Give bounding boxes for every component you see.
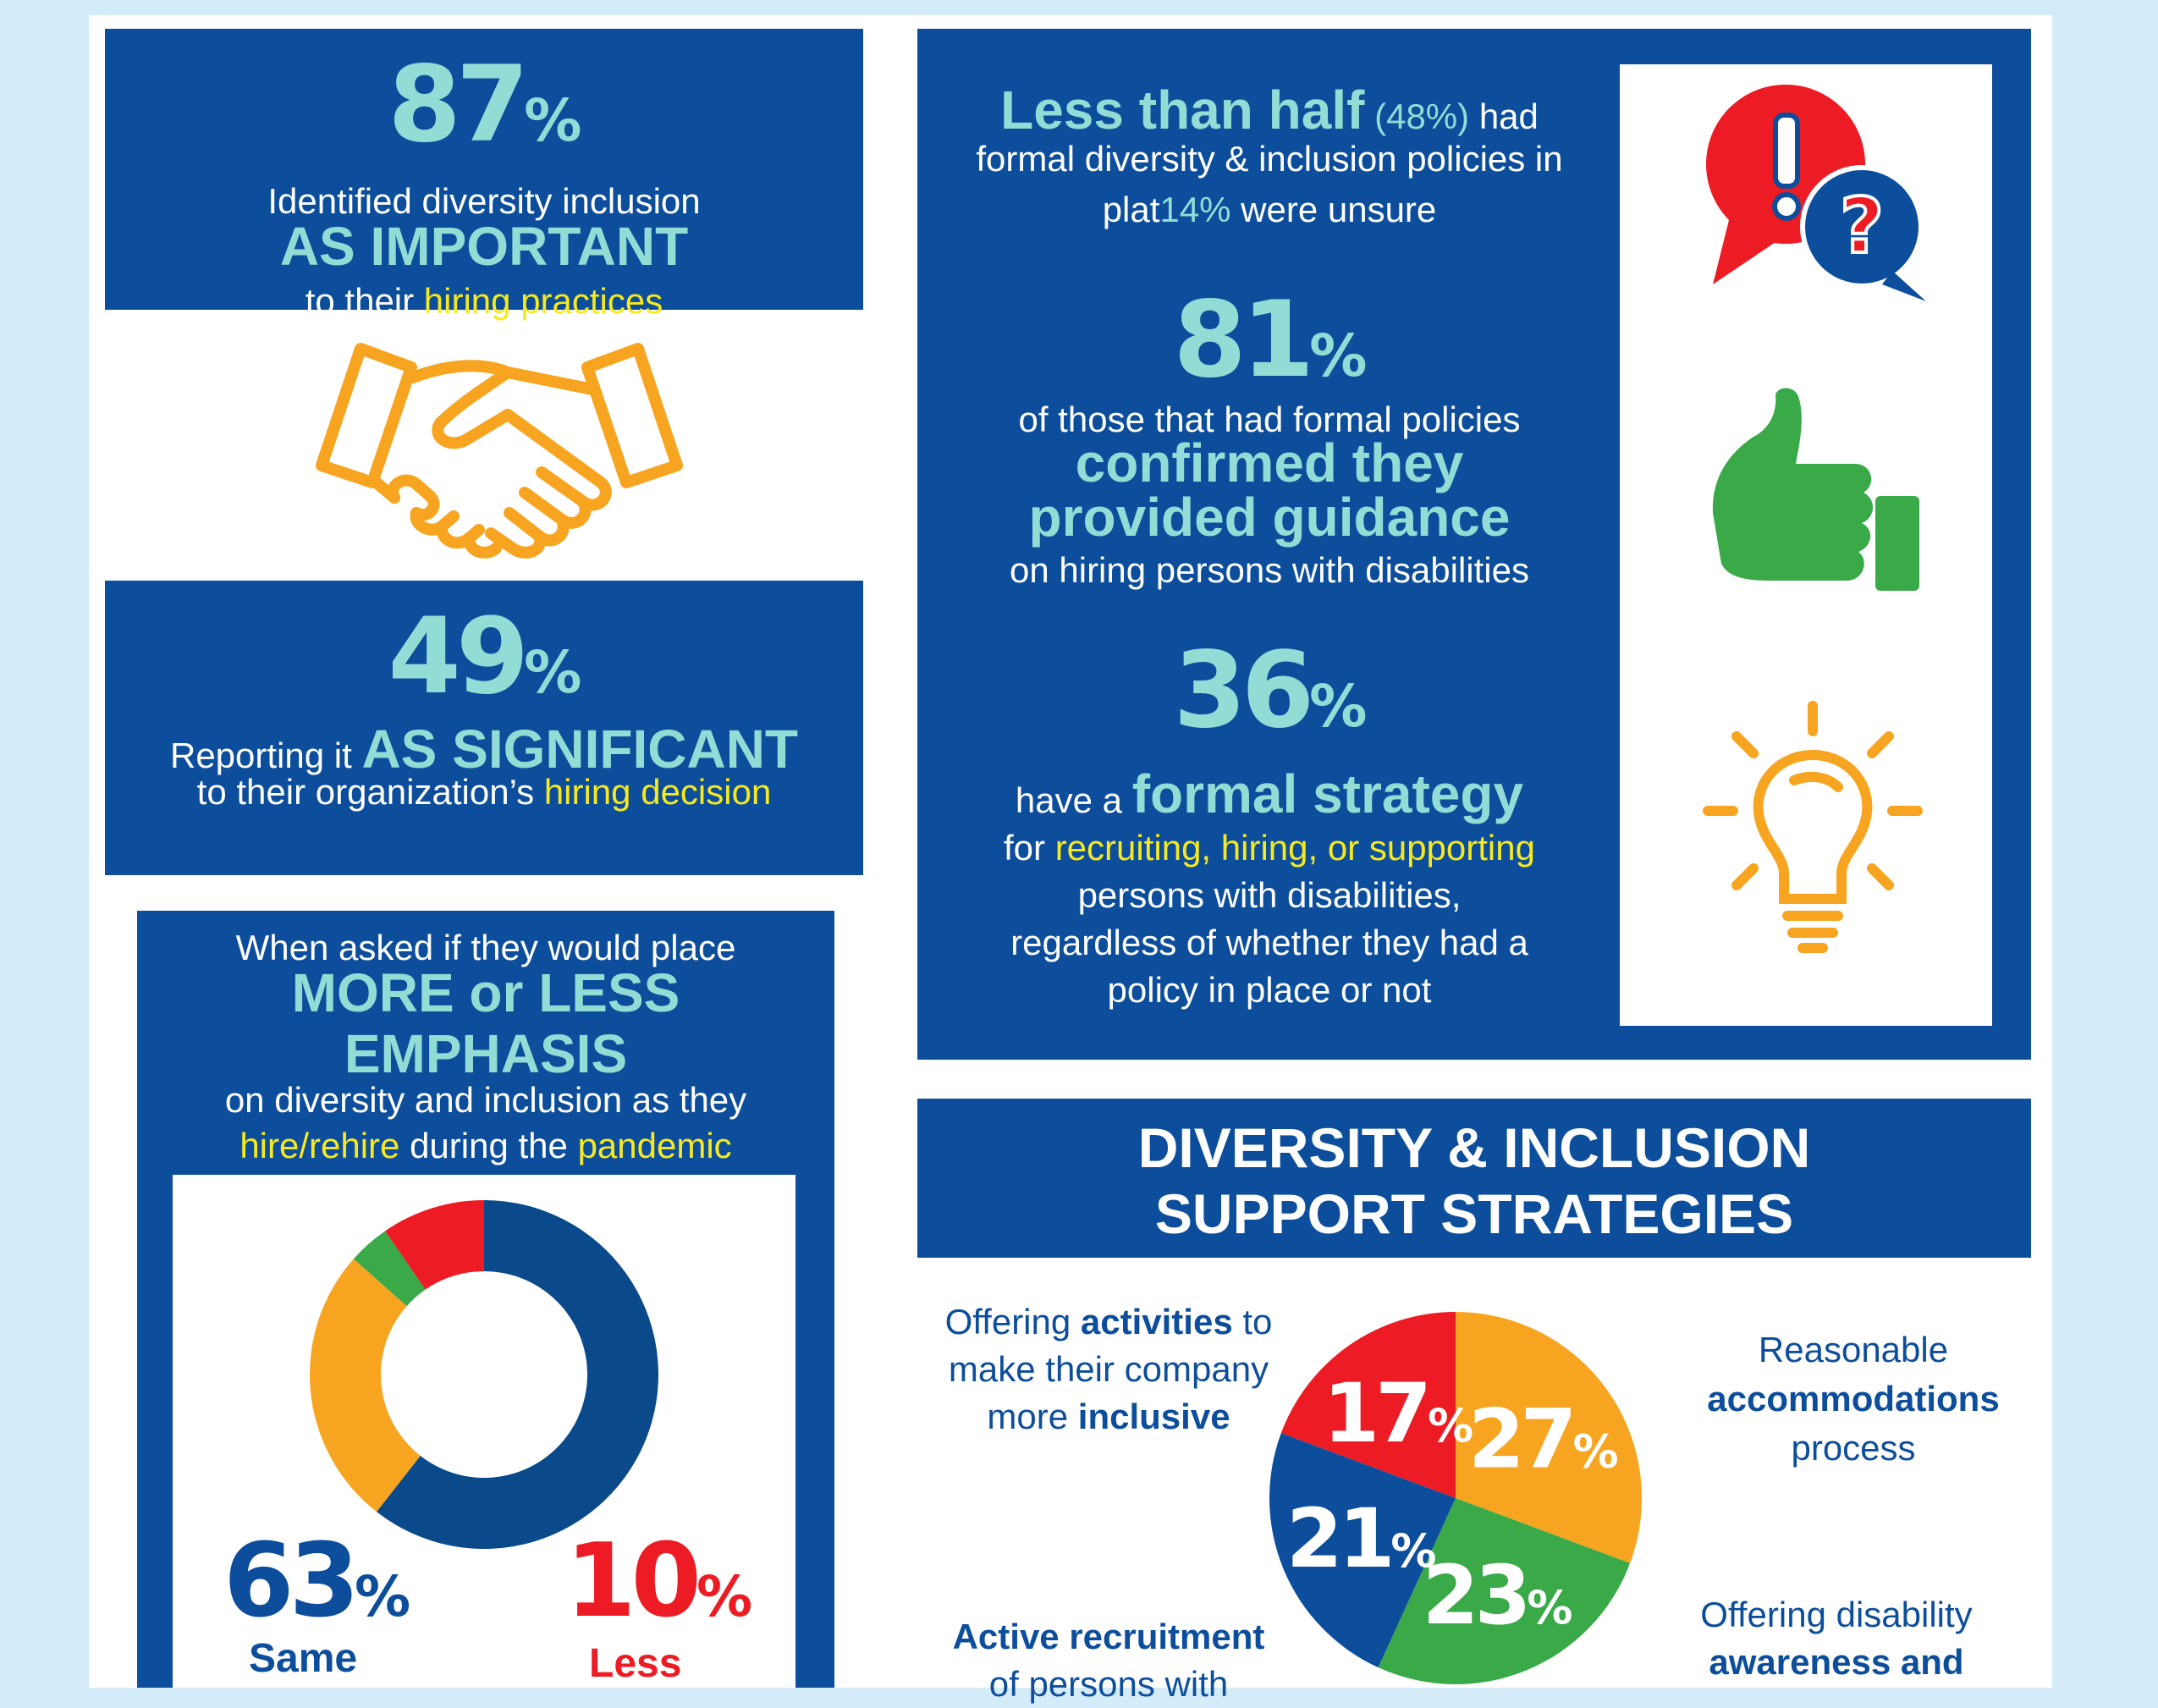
stat-49-line1: Reporting it AS SIGNIFICANT [169,719,798,780]
less-label: Less [589,1641,682,1686]
label-activities: Offering activities to make their compan… [906,1298,1312,1441]
label-activities-line2: make their company [948,1349,1269,1389]
stat-81-number: 81% [1173,279,1368,401]
label-accommodations: Reasonable accommodations process [1659,1325,2048,1473]
pie-slice [1269,1433,1456,1668]
stat-36-line2: for recruiting, hiring, or supporting [1004,828,1535,868]
emphasis-line3: on diversity and inclusion as they [224,1080,747,1120]
policy-stats-panel: Less than half (48%) had formal diversit… [917,29,2031,1060]
label-activities-line1: Offering activities to [944,1302,1273,1342]
stat-49-panel: 49% Reporting it AS SIGNIFICANT to their… [105,581,863,875]
label-accommodations-line3: process [1791,1428,1916,1468]
donut-slice [353,1231,426,1307]
stat-49-number: 49% [388,596,582,718]
thumbs-up-icon [1712,388,1919,591]
label-awareness-line2: awareness and [1709,1642,1964,1682]
strategies-title-line2: SUPPORT STRATEGIES [1154,1182,1794,1245]
strategies-pie-chart: 27%23%21%17% [1269,1312,1642,1684]
stat-36-number: 36% [1173,630,1368,752]
same-percent: 63% [223,1523,410,1640]
label-recruitment-line2: of persons with [988,1664,1229,1704]
icons-card: ? [1620,64,1992,1026]
less-than-half-line1: Less than half (48%) had [1000,80,1539,140]
stat-81-big1: confirmed they [1075,433,1464,493]
emphasis-big1: MORE or LESS [291,962,680,1023]
label-awareness-line1: Offering disability [1700,1595,1973,1634]
pie-slice [1456,1312,1642,1563]
stat-81-big2: provided guidance [1028,487,1511,548]
label-accommodations-line2: accommodations [1707,1379,2000,1419]
stat-87-line3: to their hiring practices [305,281,663,321]
lightbulb-icon [1703,701,1923,953]
emphasis-line4: hire/rehire during the pandemic [239,1126,732,1165]
strategies-heading-panel: DIVERSITY & INCLUSION SUPPORT STRATEGIES [917,1099,2031,1258]
label-recruitment: Active recruitment of persons with [906,1613,1312,1708]
stat-49-line2: to their organization’s hiring decision [196,772,772,812]
label-recruitment-line1: Active recruitment [952,1617,1265,1656]
emphasis-donut-chart [310,1200,658,1549]
emphasis-big2: EMPHASIS [344,1023,628,1084]
same-label: Same [249,1636,358,1681]
donut-slice [376,1200,658,1549]
stat-87-line1: Identified diversity inclusion [267,181,701,221]
label-activities-line3: more inclusive [987,1397,1230,1436]
stat-36-line5: policy in place or not [1107,970,1432,1010]
pie-slice [1378,1498,1631,1684]
pie-data-label: 23% [1423,1548,1572,1643]
donut-chart-card: 63% Same 10% Less [173,1175,795,1688]
stat-81-line4: on hiring persons with disabilities [1010,550,1529,590]
less-percent: 10% [565,1523,752,1640]
less-than-half-line2: formal diversity & inclusion policies in [976,139,1563,179]
donut-slice [384,1200,484,1290]
handshake-icon [316,343,683,559]
stat-87-emphasis: AS IMPORTANT [279,216,689,277]
stat-36-line1: have a formal strategy [1015,763,1524,824]
label-accommodations-line1: Reasonable [1758,1330,1949,1369]
svg-text:?: ? [1840,182,1884,271]
stat-87-panel: 87% Identified diversity inclusion AS IM… [105,29,863,321]
pie-slice [1280,1312,1456,1498]
stat-87-number: 87% [388,44,582,166]
donut-slice [310,1259,421,1512]
speech-bubbles-icon: ? [1706,85,1926,301]
strategies-title-line1: DIVERSITY & INCLUSION [1137,1116,1811,1179]
label-awareness: Offering disability awareness and [1659,1591,2014,1686]
stat-36-line4: regardless of whether they had a [1010,923,1528,962]
stat-36-line3: persons with disabilities, [1077,875,1462,915]
emphasis-panel: When asked if they would place MORE or L… [137,911,834,1688]
less-than-half-line3: plat14% were unsure [1102,190,1437,229]
stat-81-line1: of those that had formal policies [1018,399,1521,439]
emphasis-line1: When asked if they would place [235,928,736,967]
